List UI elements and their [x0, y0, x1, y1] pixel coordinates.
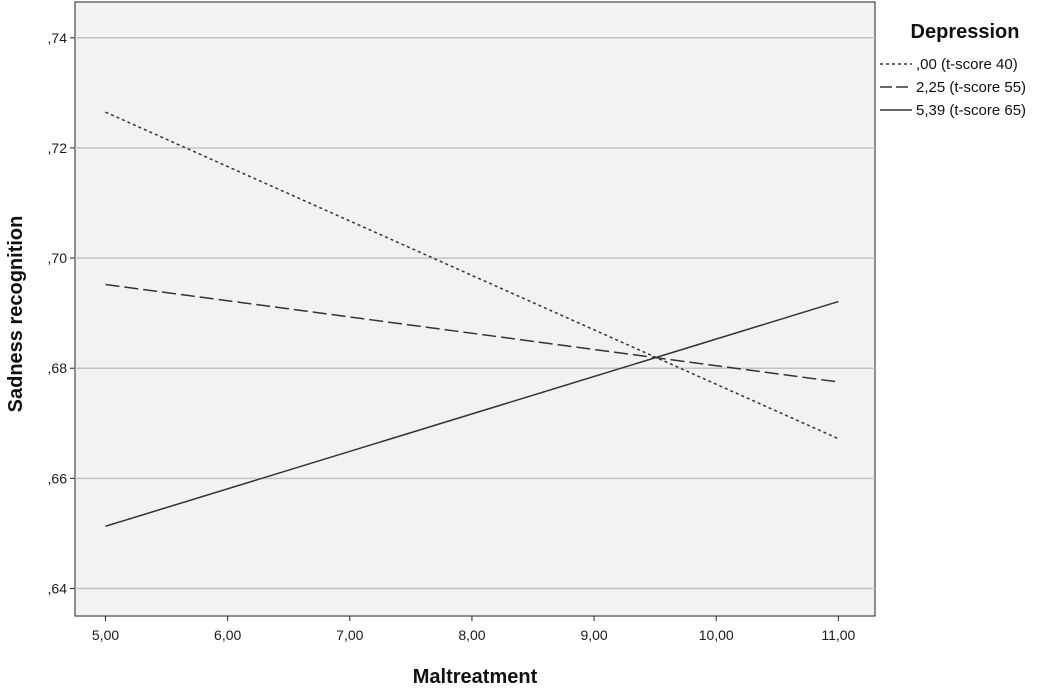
y-axis: ,64 ,66 ,68 ,70 ,72 ,74: [48, 30, 75, 596]
y-tick-label: ,74: [48, 30, 68, 46]
x-axis-title: Maltreatment: [413, 666, 538, 688]
y-axis-title: Sadness recognition: [5, 216, 27, 413]
gridlines: [75, 37, 875, 590]
y-tick-label: ,70: [48, 250, 68, 266]
x-tick-label: 7,00: [336, 627, 363, 643]
x-tick-label: 9,00: [580, 627, 607, 643]
x-tick-label: 10,00: [699, 627, 734, 643]
x-axis: 5,00 6,00 7,00 8,00 9,00 10,00 11,00: [92, 616, 856, 643]
series-lines: [105, 111, 839, 527]
plot-area: [74, 1, 876, 617]
x-tick-label: 11,00: [821, 627, 855, 643]
series-line-dotted: [105, 111, 839, 440]
series-line-solid: [105, 300, 839, 527]
legend-label: ,00 (t-score 40): [916, 56, 1018, 73]
x-tick-label: 5,00: [92, 627, 119, 643]
y-tick-label: ,68: [48, 360, 68, 376]
y-tick-label: ,72: [48, 140, 68, 156]
legend-title: Depression: [911, 21, 1020, 43]
series-line-dashed: [105, 283, 839, 383]
legend-label: 5,39 (t-score 65): [916, 102, 1026, 119]
x-tick-label: 6,00: [214, 627, 241, 643]
y-tick-label: ,66: [48, 470, 68, 486]
legend-label: 2,25 (t-score 55): [916, 79, 1026, 96]
y-tick-label: ,64: [48, 580, 68, 596]
legend: Depression ,00 (t-score 40) 2,25 (t-score…: [880, 21, 1026, 119]
x-tick-label: 8,00: [458, 627, 485, 643]
legend-background: [877, 0, 1063, 130]
